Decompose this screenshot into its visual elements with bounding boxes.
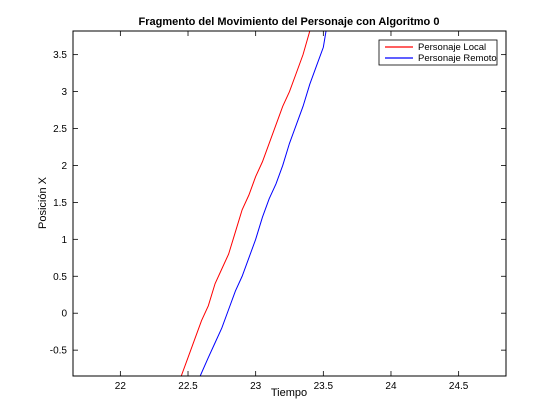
y-tick-label: 3 [61, 87, 67, 98]
y-tick-label: 1 [61, 235, 67, 246]
x-tick-label: 24.5 [449, 381, 469, 392]
y-tick-label: -0.5 [50, 346, 68, 357]
plot-area [73, 31, 506, 376]
y-tick-label: 2 [61, 161, 67, 172]
legend-label-local: Personaje Local [418, 42, 486, 53]
y-tick-label: 0.5 [53, 272, 67, 283]
x-tick-label: 22.5 [178, 381, 198, 392]
y-tick-label: 0 [61, 309, 67, 320]
y-tick-label: 3.5 [53, 50, 67, 61]
plot-frame [72, 30, 507, 377]
x-tick-label: 23.5 [314, 381, 334, 392]
legend: Personaje Local Personaje Remoto [378, 39, 498, 66]
legend-box [378, 39, 498, 66]
y-tick-label: 1.5 [53, 198, 67, 209]
x-tick-label: 22 [115, 381, 127, 392]
x-tick-label: 23 [250, 381, 262, 392]
y-tick-label: 2.5 [53, 124, 67, 135]
chart-title: Fragmento del Movimiento del Personaje c… [139, 16, 440, 28]
x-tick-label: 24 [385, 381, 397, 392]
y-axis-label: Posición X [37, 176, 49, 229]
series-line-local [180, 31, 311, 376]
x-axis-label: Tiempo [271, 387, 307, 399]
series-line-remote [199, 31, 327, 376]
legend-label-remote: Personaje Remoto [418, 53, 497, 64]
